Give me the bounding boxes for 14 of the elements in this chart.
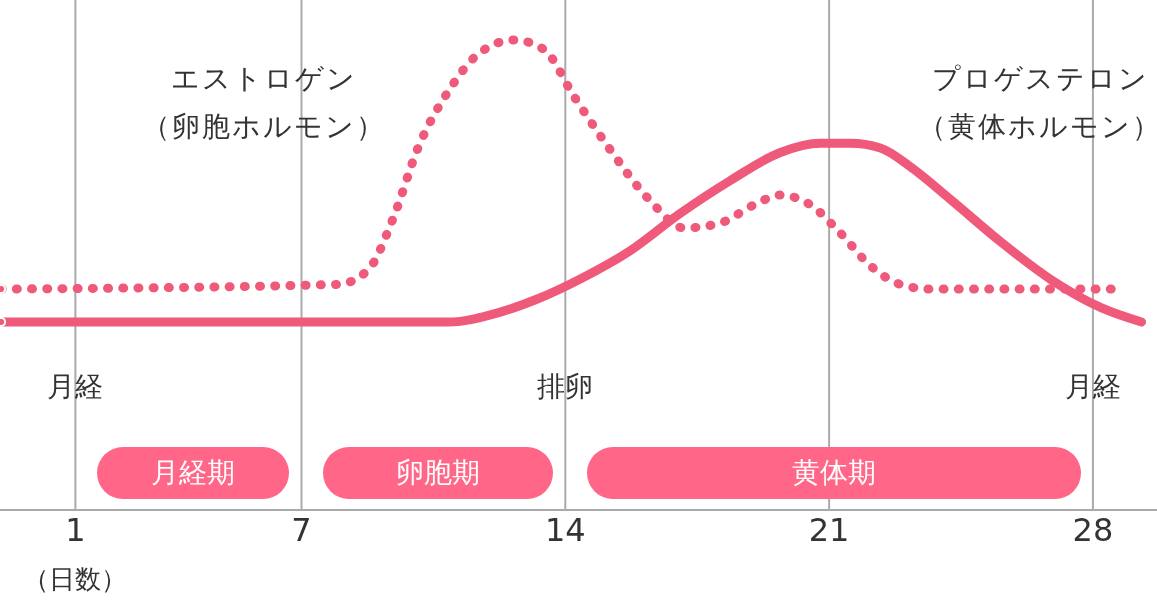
- x-tick-label: 14: [544, 510, 586, 549]
- pill-label: 卵胞期: [323, 447, 554, 499]
- annotation: 排卵: [536, 369, 595, 405]
- pill-label: 月経期: [97, 447, 290, 499]
- x-tick-label: 28: [1072, 510, 1114, 549]
- annotation: 月経: [46, 369, 105, 405]
- x-axis-title: （日数）: [22, 563, 129, 596]
- x-tick-label: 7: [291, 510, 312, 549]
- series-label: エストロゲン（卵胞ホルモン）: [140, 61, 387, 145]
- x-tick-label: 1: [65, 510, 86, 549]
- annotation: 月経: [1063, 369, 1122, 405]
- x-tick-label: 21: [808, 510, 850, 549]
- series-label: プロゲステロン（黄体ホルモン）: [917, 61, 1157, 145]
- pill-label: 黄体期: [587, 447, 1081, 499]
